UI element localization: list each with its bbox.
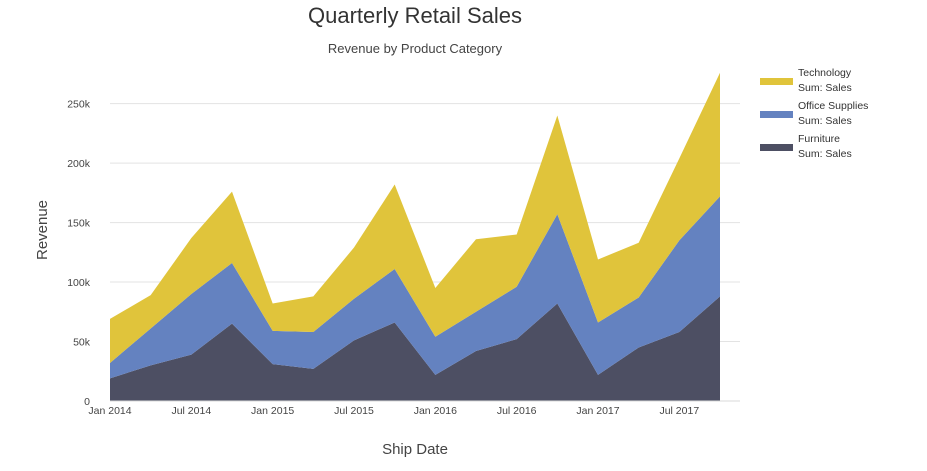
x-tick-label: Jul 2015 — [334, 405, 374, 417]
y-tick-label: 0 — [84, 396, 90, 408]
y-tick-label: 250k — [67, 99, 91, 111]
legend-label-technology[interactable]: Technology — [798, 67, 852, 79]
legend-sublabel-office-supplies: Sum: Sales — [798, 115, 852, 127]
legend-swatch-furniture[interactable] — [760, 144, 793, 151]
y-tick-label: 100k — [67, 277, 91, 289]
chart-subtitle: Revenue by Product Category — [328, 41, 503, 56]
x-tick-label: Jan 2014 — [88, 405, 131, 417]
legend: Technology Sum: Sales Office Supplies Sum: … — [760, 67, 868, 160]
y-tick-label: 200k — [67, 158, 91, 170]
legend-swatch-office-supplies[interactable] — [760, 111, 793, 118]
chart-title: Quarterly Retail Sales — [308, 3, 522, 28]
y-axis-label: Revenue — [34, 200, 51, 260]
y-tick-label: 150k — [67, 218, 91, 230]
y-tick-label: 50k — [73, 337, 91, 349]
legend-swatch-technology[interactable] — [760, 78, 793, 85]
area-technology[interactable] — [110, 72, 720, 363]
x-tick-label: Jan 2017 — [576, 405, 619, 417]
legend-label-furniture[interactable]: Furniture — [798, 133, 840, 145]
legend-sublabel-technology: Sum: Sales — [798, 82, 852, 94]
x-axis-label: Ship Date — [382, 441, 448, 458]
x-tick-label: Jul 2014 — [171, 405, 211, 417]
axes: 0 50k 100k 150k 200k 250k Jan 2014 Jul 2014 Jan … — [67, 99, 740, 417]
legend-label-office-supplies[interactable]: Office Supplies — [798, 100, 868, 112]
x-tick-label: Jan 2016 — [414, 405, 457, 417]
plot-areas — [110, 72, 720, 401]
area-office-supplies[interactable] — [110, 196, 720, 379]
x-tick-label: Jan 2015 — [251, 405, 294, 417]
x-tick-label: Jul 2016 — [497, 405, 537, 417]
x-tick-label: Jul 2017 — [659, 405, 699, 417]
legend-sublabel-furniture: Sum: Sales — [798, 148, 852, 160]
area-furniture[interactable] — [110, 296, 720, 401]
